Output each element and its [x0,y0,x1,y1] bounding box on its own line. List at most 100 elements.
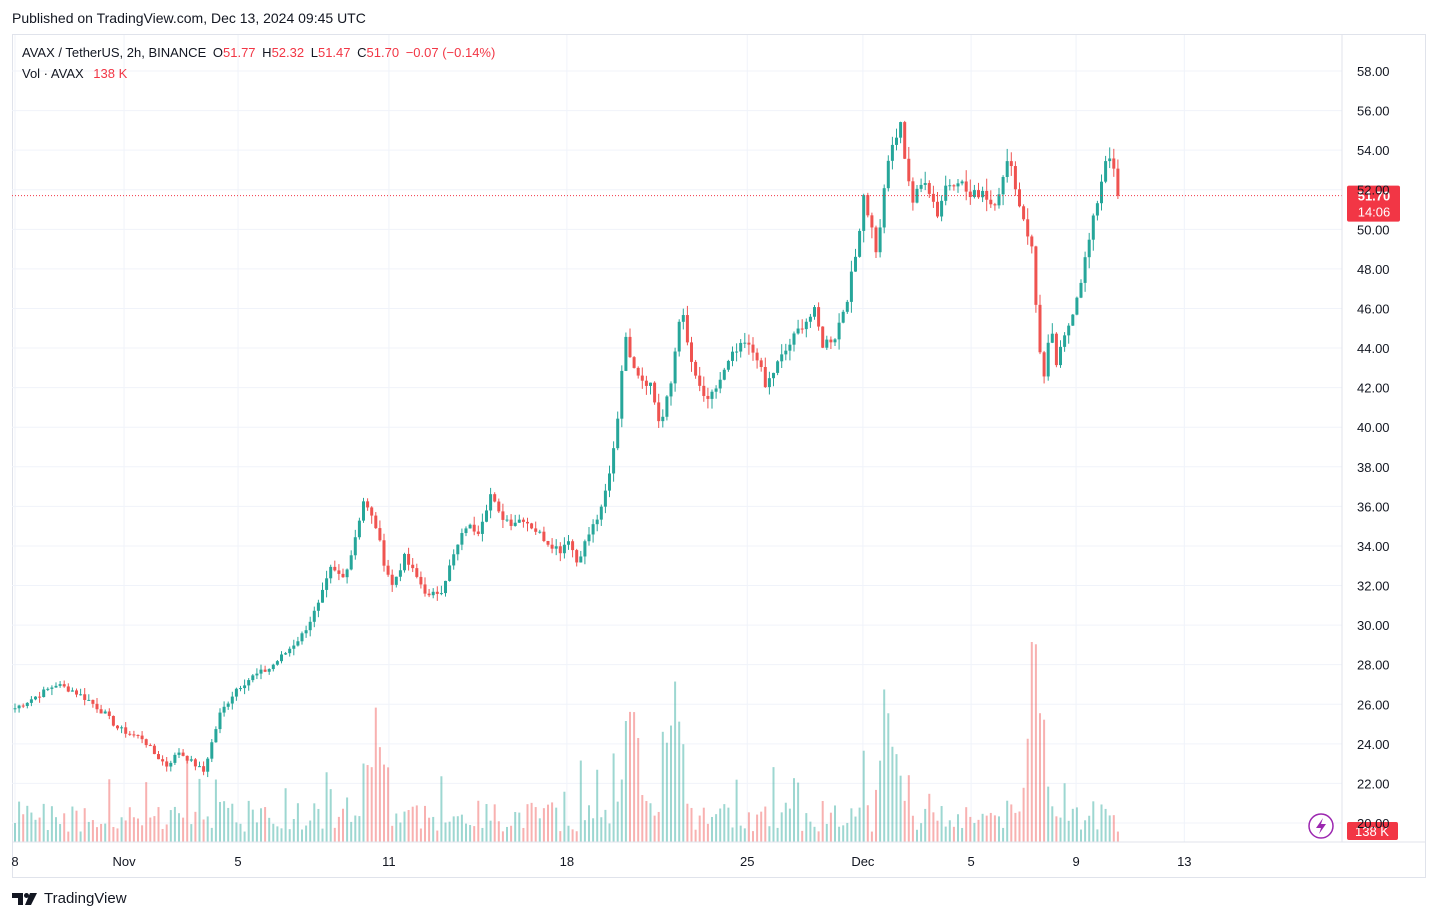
candle [124,722,128,738]
volume-bar [957,814,959,842]
y-tick-label: 56.00 [1357,104,1390,119]
candle-body [989,199,993,205]
candle [29,696,33,707]
candle [189,755,193,763]
volume-bar [128,807,131,842]
volume-bar [551,802,554,842]
candle-body [743,342,747,344]
volume-bar [190,824,193,842]
candle-body [915,188,919,203]
volume-bar [674,681,677,842]
candle [148,743,152,747]
candle [206,757,210,778]
candle-body [308,621,312,631]
candle [772,372,775,387]
y-tick-label: 28.00 [1357,658,1390,673]
volume-bar [132,817,135,842]
candle [1112,148,1116,177]
candle-body [300,633,304,642]
candle [284,651,288,655]
volume-bar [1080,829,1082,842]
candle [382,533,386,572]
volume-bar [629,711,631,842]
footer-brand[interactable]: TradingView [44,890,127,907]
candle [489,487,493,519]
candle-body [817,307,821,327]
volume-bar [198,778,201,842]
candle-body [907,158,911,182]
candle [657,393,661,428]
volume-bar [407,810,410,842]
candle-body [189,759,193,761]
volume-bar [981,813,984,842]
candle [329,564,333,584]
candle [874,225,878,258]
volume-bar [702,807,705,842]
candle [513,514,517,527]
candle-body [632,357,636,368]
volume-bar [694,829,697,842]
candle-body [866,195,870,216]
candle-body [513,522,517,526]
volume-bars [14,642,1119,842]
y-tick-label: 22.00 [1357,776,1390,791]
candle-body [54,685,58,688]
candle [247,678,251,691]
volume-bar [727,807,730,842]
volume-bar [145,782,148,842]
candle [1116,159,1120,199]
symbol-label[interactable]: AVAX / TetherUS, 2h, BINANCE [22,45,207,60]
candle-body [128,733,132,735]
candle [325,570,329,598]
candle [349,550,353,571]
candle [120,725,124,734]
x-tick-label: 13 [1177,854,1191,869]
candle-body [34,696,37,700]
candle-body [886,160,890,189]
candle-body [1116,168,1120,196]
candle-body [616,418,620,449]
volume-bar [547,804,549,842]
volume-bar [899,775,902,842]
footer: TradingView [12,890,127,907]
last-price-value: 51.70 [1358,189,1391,204]
candle-body [677,321,681,352]
volume-label[interactable]: Vol · AVAX [22,66,84,81]
volume-bar [194,811,197,842]
candle-body [493,494,497,502]
candle [825,335,829,350]
candle-body [452,554,456,566]
candle-body [603,490,607,507]
high-label: H [262,45,272,60]
candle [788,338,792,361]
open-value: 51.77 [223,45,256,60]
volume-bar [624,721,627,842]
volume-bar [649,803,652,842]
candle [977,182,980,199]
candle-body [649,382,652,386]
low-label: L [310,45,318,60]
y-tick-label: 32.00 [1357,579,1390,594]
candle [169,760,173,772]
candle-body [640,375,644,381]
candle-body [567,541,570,545]
countdown-value: 14:06 [1358,205,1391,220]
volume-bar [817,831,820,842]
candle-body [833,339,837,343]
volume-bar [50,806,53,842]
candle-body [849,271,853,302]
volume-bar [670,725,672,842]
volume-bar [526,804,529,842]
volume-bar [563,791,566,842]
candle-body [58,684,62,686]
tradingview-logo-icon[interactable] [12,892,38,906]
candle-body [25,702,29,706]
candle-body [780,354,784,362]
volume-bar [1116,831,1119,842]
volume-bar [866,805,869,842]
candle-body [997,194,1001,206]
lightning-icon[interactable] [1308,813,1334,839]
candle [558,542,562,562]
candle-body [960,181,964,184]
